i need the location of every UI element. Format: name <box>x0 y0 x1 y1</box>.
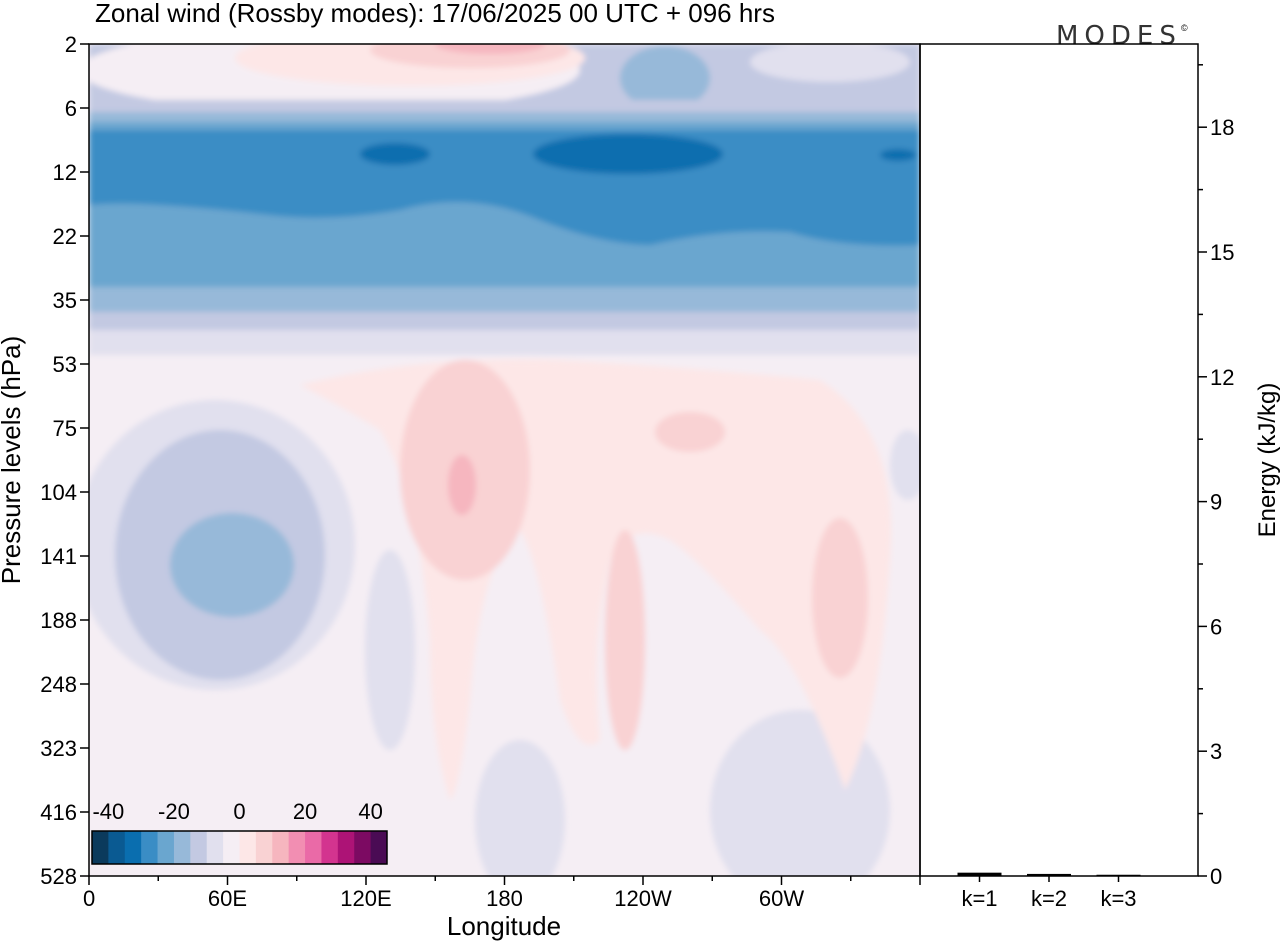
contour-jet-min-2 <box>533 134 723 174</box>
energy-tick-label: 15 <box>1210 240 1234 265</box>
colorbar-tick-label: -40 <box>92 799 124 824</box>
contour-map <box>89 44 920 876</box>
pressure-tick-label: 188 <box>40 608 77 633</box>
contour-top-positive-3 <box>435 44 545 54</box>
wavenumber-axis: k=1 k=2 k=3 <box>961 876 1137 911</box>
longitude-tick-label: 60E <box>208 886 247 911</box>
colorbar-tick-label: 20 <box>293 799 317 824</box>
pressure-tick-label: 22 <box>53 224 77 249</box>
contour-trop-neg-core <box>170 513 294 617</box>
contour-top-right-negative <box>620 46 710 110</box>
y-axis-label: Pressure levels (hPa) <box>0 336 26 585</box>
colorbar-swatch <box>321 831 339 864</box>
colorbar-swatch <box>190 831 208 864</box>
colorbar: -40 -20 0 20 40 <box>91 799 388 865</box>
wavenumber-label: k=1 <box>961 886 997 911</box>
pressure-tick-label: 104 <box>40 480 77 505</box>
pressure-tick-label: 141 <box>40 544 77 569</box>
colorbar-tick-label: 0 <box>233 799 245 824</box>
contour-trop-neg-right <box>890 430 920 500</box>
logo-mark: © <box>1181 23 1188 33</box>
contour-band-low-strat <box>89 330 920 355</box>
pressure-tick-label: 416 <box>40 800 77 825</box>
colorbar-swatch <box>173 831 191 864</box>
logo-text: MODES <box>1056 21 1182 51</box>
energy-bar <box>1096 874 1141 877</box>
pressure-tick-label: 12 <box>53 160 77 185</box>
colorbar-frame <box>91 830 388 865</box>
colorbar-swatch <box>92 831 109 864</box>
contour-top-right-neutral <box>750 44 910 82</box>
pressure-tick-label: 528 <box>40 864 77 889</box>
contour-jet-min-1 <box>360 143 430 165</box>
colorbar-swatch <box>272 831 290 864</box>
pressure-tick-label: 53 <box>53 352 77 377</box>
contour-trop-pos-5 <box>812 518 868 678</box>
pressure-tick-label: 323 <box>40 736 77 761</box>
colorbar-swatch <box>255 831 273 864</box>
energy-bar <box>957 872 1002 876</box>
pressure-tick-label: 2 <box>65 32 77 57</box>
colorbar-swatch <box>124 831 142 864</box>
energy-bar <box>1027 873 1071 876</box>
colorbar-tick-label: 40 <box>358 799 382 824</box>
x-axis-label: Longitude <box>447 911 561 941</box>
energy-tick-label: 12 <box>1210 365 1234 390</box>
contour-trop-pos-2 <box>448 455 476 515</box>
colorbar-swatch <box>305 831 322 864</box>
contour-trop-pos-3 <box>655 412 725 452</box>
pressure-tick-label: 6 <box>65 96 77 121</box>
pressure-axis: 2 6 12 22 35 53 75 104 141 188 248 323 416 528 <box>40 32 89 889</box>
energy-tick-label: 0 <box>1210 864 1222 889</box>
pressure-tick-label: 35 <box>53 288 77 313</box>
energy-axis: 0 3 6 9 12 15 18 <box>1198 64 1234 889</box>
pressure-tick-label: 248 <box>40 672 77 697</box>
chart-title: Zonal wind (Rossby modes): 17/06/2025 00… <box>95 0 775 28</box>
wavenumber-label: k=3 <box>1100 886 1136 911</box>
energy-tick-label: 3 <box>1210 739 1222 764</box>
colorbar-swatch <box>141 831 158 864</box>
pressure-tick-label: 75 <box>53 416 77 441</box>
contour-trop-neg-small <box>365 550 415 750</box>
longitude-tick-label: 0 <box>83 886 95 911</box>
colorbar-tick-label: -20 <box>158 799 190 824</box>
colorbar-swatch <box>370 831 388 864</box>
energy-tick-label: 6 <box>1210 614 1222 639</box>
modes-logo: MODES © <box>1056 21 1188 51</box>
energy-axis-label: Energy (kJ/kg) <box>1254 383 1280 538</box>
longitude-tick-label: 180 <box>486 886 523 911</box>
colorbar-swatch <box>354 831 372 864</box>
energy-tick-label: 9 <box>1210 490 1222 515</box>
colorbar-swatch <box>157 831 175 864</box>
colorbar-swatch <box>239 831 257 864</box>
colorbar-swatch <box>108 831 126 864</box>
longitude-tick-label: 120E <box>340 886 391 911</box>
energy-panel-frame <box>919 43 1199 877</box>
energy-tick-label: 18 <box>1210 115 1234 140</box>
contour-trop-pos-4 <box>605 530 645 750</box>
colorbar-swatch <box>288 831 306 864</box>
energy-bars <box>957 872 1141 877</box>
colorbar-swatch <box>337 831 355 864</box>
colorbar-swatch <box>206 831 224 864</box>
contour-trop-neg-bottom-1 <box>475 740 565 876</box>
contour-jet-min-3 <box>880 149 916 161</box>
longitude-tick-label: 120W <box>614 886 672 911</box>
wavenumber-label: k=2 <box>1031 886 1067 911</box>
longitude-tick-label: 60W <box>759 886 804 911</box>
colorbar-swatch <box>223 831 240 864</box>
longitude-axis: 0 60E 120E 180 120W 60W <box>83 876 921 911</box>
